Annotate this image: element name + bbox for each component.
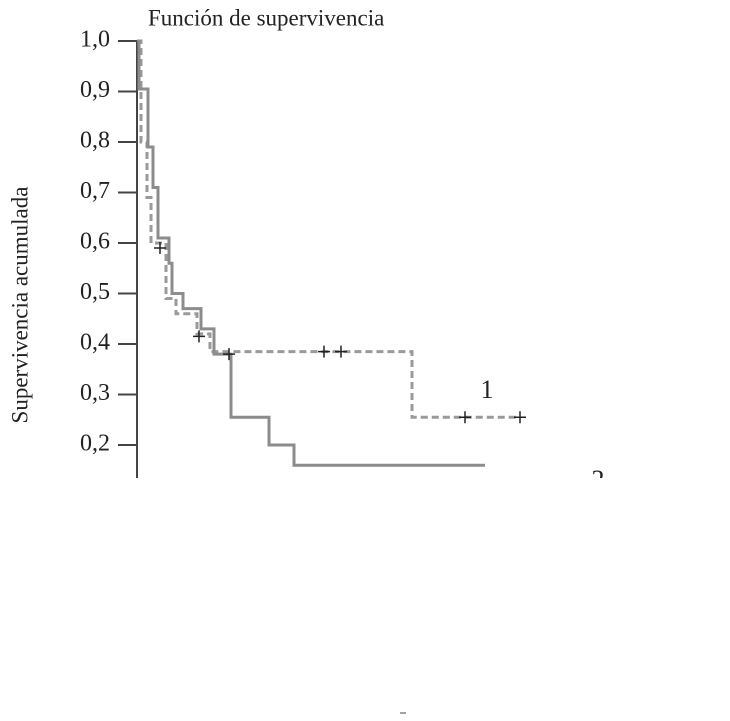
y-tick-label: 1,0 xyxy=(80,27,110,53)
y-tick-label: 0,4 xyxy=(80,330,110,356)
y-tick-label: 0,9 xyxy=(80,77,110,103)
y-axis-label: Supervivencia acumulada xyxy=(7,187,32,424)
y-tick-label: 0,7 xyxy=(80,178,110,204)
curve-label: 2 xyxy=(592,465,605,494)
y-tick-label: 0,3 xyxy=(80,380,110,406)
y-tick-label: 0,2 xyxy=(80,431,110,457)
censor-mark xyxy=(335,345,347,358)
y-tick-label: 0,5 xyxy=(80,279,110,305)
censor-mark xyxy=(223,348,235,361)
censor-mark xyxy=(193,330,205,343)
censor-mark xyxy=(318,345,330,358)
censor-mark xyxy=(154,242,166,255)
censor-mark xyxy=(514,411,526,424)
plot-area: 12 xyxy=(137,39,605,494)
survival-curve xyxy=(137,39,485,467)
censor-mark xyxy=(459,411,471,424)
y-tick-label: 0,8 xyxy=(80,128,110,154)
curve-label: 1 xyxy=(481,375,494,404)
chart-title: Función de supervivencia xyxy=(148,5,384,30)
survival-curve xyxy=(137,39,520,419)
y-tick-label: 0,6 xyxy=(80,229,110,255)
